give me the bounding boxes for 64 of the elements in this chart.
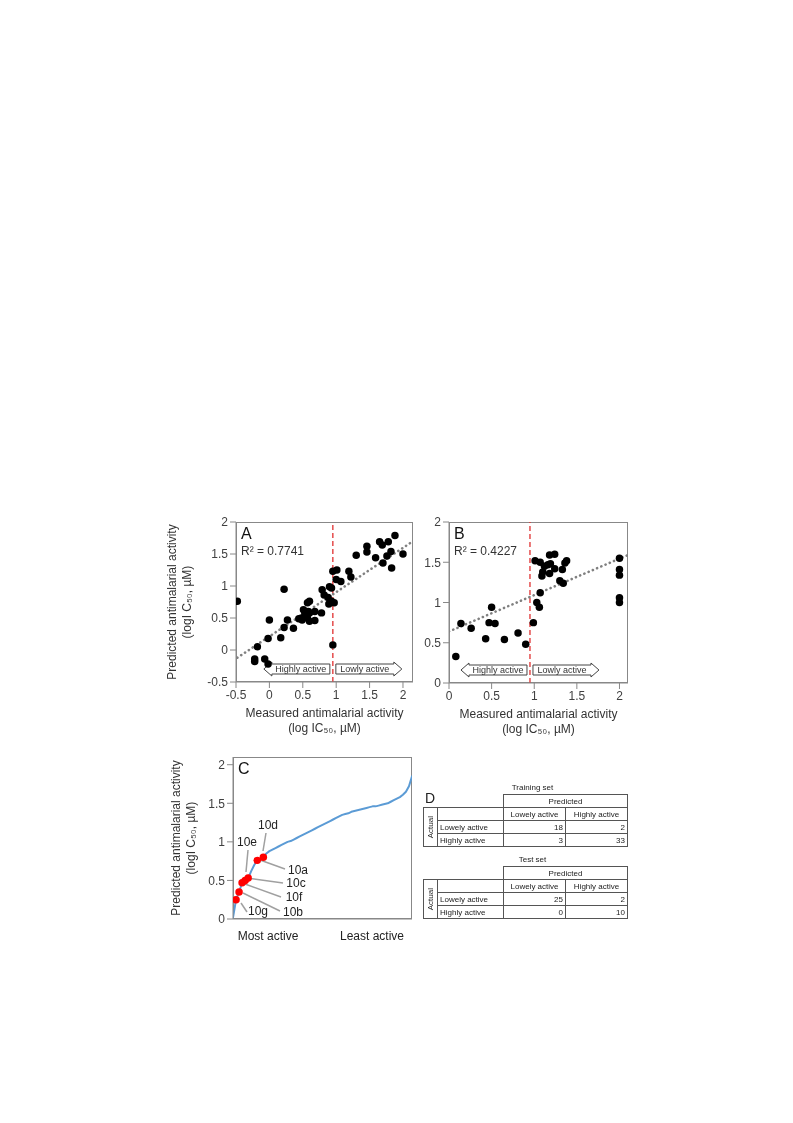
y-tick-label: 0 — [221, 643, 229, 658]
data-label: 2 — [565, 820, 628, 834]
x-tick-label: 2 — [399, 687, 407, 702]
y-tick-label: 1 — [221, 579, 229, 594]
y-tick-label: 1 — [434, 595, 442, 610]
y-tick-label: Highly active — [437, 905, 504, 919]
y-tick-label: 0 — [218, 912, 226, 927]
data-label: 25 — [503, 892, 566, 906]
chart-title: Test set — [517, 855, 548, 866]
y-tick-label: -0.5 — [207, 675, 229, 690]
y-tick-label: 1.5 — [208, 796, 226, 811]
data-label: 0 — [503, 905, 566, 919]
chart-title: C — [238, 760, 250, 777]
data-label: 10 — [565, 905, 628, 919]
y-tick-label: 1 — [218, 835, 226, 850]
annotation: 10b — [282, 905, 304, 920]
annotation: 10f — [285, 890, 303, 905]
annotation: R² = 0.4227 — [454, 544, 518, 558]
x-axis-title: Predicted — [503, 866, 628, 880]
annotation: 10g — [247, 904, 269, 919]
x-tick-label: 1.5 — [361, 687, 379, 702]
annotation: 10c — [286, 876, 306, 891]
annotation: Lowly active — [537, 664, 587, 675]
annotation: Highly active — [472, 664, 524, 675]
y-tick-label: 2 — [221, 515, 229, 530]
annotation: 10e — [236, 835, 258, 850]
annotation: 10d — [257, 818, 279, 833]
y-tick-label: 0.5 — [424, 636, 442, 651]
y-axis-title: Actual — [426, 887, 435, 911]
x-tick-label: 0 — [266, 687, 274, 702]
annotation: 10a — [287, 863, 309, 878]
y-axis-title: Predicted antimalarial activity (logI C₅₀, µM) — [165, 524, 195, 680]
x-tick-label: 1 — [332, 687, 340, 702]
x-axis-title: Predicted — [503, 794, 628, 808]
annotation: R² = 0.7741 — [241, 544, 305, 558]
text: Least active — [339, 929, 405, 944]
y-axis-title: Predicted antimalarial activity (logI C₅₀, µM) — [169, 760, 199, 916]
annotation: Lowly active — [340, 663, 390, 674]
y-tick-label: 2 — [218, 757, 226, 772]
y-axis-title: Actual — [426, 815, 435, 839]
y-tick-label: Highly active — [437, 833, 504, 847]
chart-title: Training set — [510, 783, 555, 794]
x-tick-label: 1 — [530, 688, 538, 703]
x-tick-label: 0.5 — [294, 687, 312, 702]
y-tick-label: 0 — [434, 676, 442, 691]
y-tick-label: 1.5 — [424, 555, 442, 570]
y-tick-label: Lowely active — [437, 820, 504, 834]
x-tick-label: 2 — [616, 688, 624, 703]
data-label: 2 — [565, 892, 628, 906]
x-axis-title: Measured antimalarial activity (log IC₅₀, µM) — [459, 707, 618, 737]
annotation: Highly active — [275, 663, 327, 674]
y-tick-label: 1.5 — [211, 547, 229, 562]
text: Most active — [237, 929, 299, 944]
x-axis-title: Measured antimalarial activity (log IC₅₀, µM) — [245, 706, 404, 736]
data-label: 33 — [565, 833, 628, 847]
y-tick-label: 2 — [434, 515, 442, 530]
x-tick-label: 1.5 — [568, 688, 586, 703]
y-tick-label: Lowely active — [437, 892, 504, 906]
chart-title: B — [454, 525, 465, 542]
data-label: 18 — [503, 820, 566, 834]
chart-title: A — [241, 525, 252, 542]
data-label: 3 — [503, 833, 566, 847]
text: D — [425, 790, 436, 806]
y-tick-label: 0.5 — [211, 611, 229, 626]
